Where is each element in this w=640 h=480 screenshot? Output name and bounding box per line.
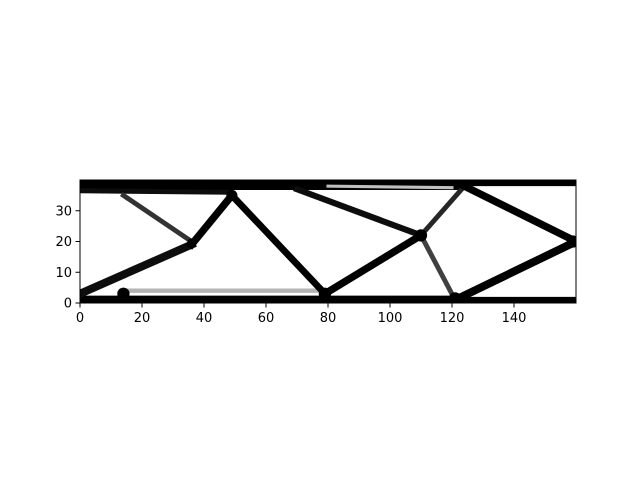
x-tick-label: 140 (502, 311, 527, 326)
member-10 (417, 182, 468, 239)
joint-node-6 (117, 287, 130, 300)
member-7 (227, 190, 330, 299)
member-9 (293, 185, 425, 240)
y-axis: 0 10 20 30 (55, 204, 80, 312)
x-tick-label: 40 (196, 311, 213, 326)
member-14 (326, 184, 454, 190)
y-tick-label: 10 (55, 266, 72, 281)
x-tick-label: 0 (76, 311, 84, 326)
x-tick-label: 80 (320, 311, 337, 326)
x-tick-label: 60 (258, 311, 275, 326)
y-tick-label: 30 (55, 204, 72, 219)
density-map (80, 180, 576, 303)
y-tick-label: 20 (55, 235, 72, 250)
x-tick-label: 100 (378, 311, 403, 326)
member-6 (186, 190, 238, 250)
member-5 (119, 191, 196, 245)
joint-node-0 (186, 238, 197, 248)
joint-node-5 (566, 235, 576, 248)
member-8 (319, 230, 427, 299)
joint-node-2 (318, 287, 332, 300)
plot-area (79, 179, 577, 304)
member-13 (449, 237, 576, 303)
joint-node-4 (448, 292, 462, 303)
joint-node-3 (414, 229, 428, 242)
y-tick-label: 0 (64, 297, 72, 312)
member-11 (417, 232, 459, 303)
member-1 (80, 188, 232, 195)
x-tick-label: 20 (134, 311, 151, 326)
member-4 (80, 239, 197, 299)
x-tick-label: 120 (440, 311, 465, 326)
member-12 (453, 180, 576, 246)
x-axis: 0 20 40 60 80 100 120 140 (76, 303, 527, 326)
joint-node-1 (226, 189, 238, 201)
